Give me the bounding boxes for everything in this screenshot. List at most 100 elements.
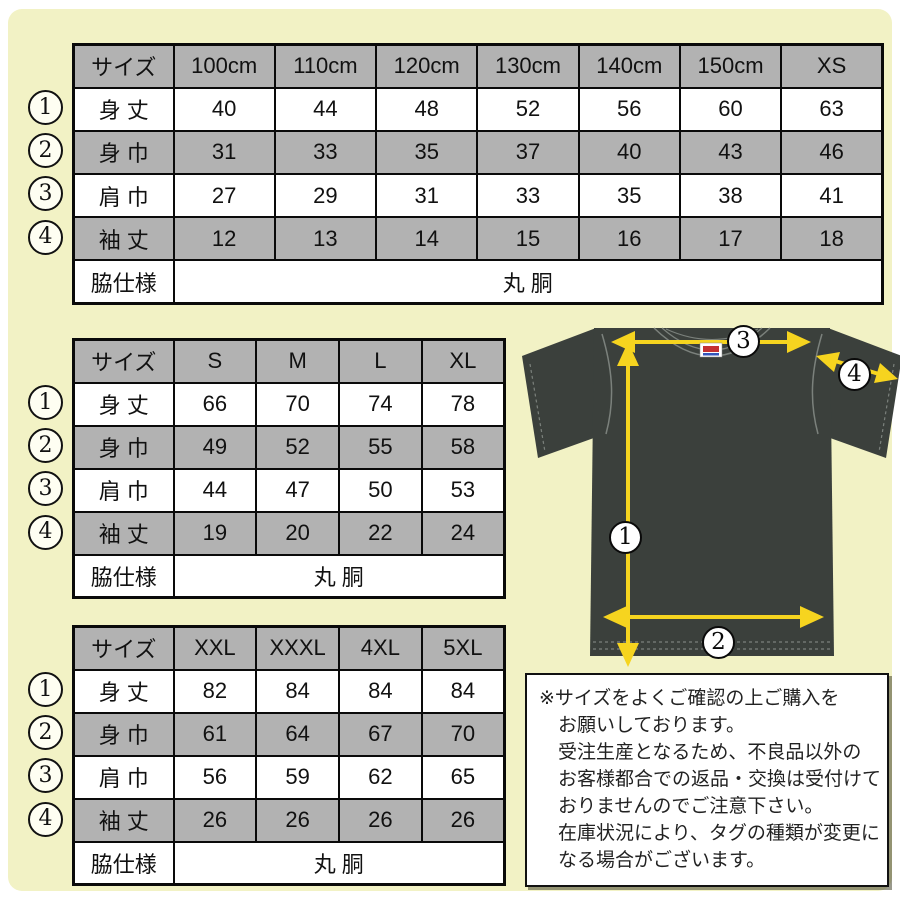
measure-value: 33 bbox=[476, 172, 580, 219]
size-column-header: XS bbox=[780, 43, 884, 89]
measure-value: 18 bbox=[780, 216, 884, 262]
measure-value: 40 bbox=[172, 86, 276, 132]
measure-label: 袖 丈 bbox=[72, 797, 175, 843]
measure-row: 肩 巾 44 47 50 53 bbox=[72, 467, 506, 513]
size-header-cell: サイズ bbox=[72, 625, 175, 671]
size-column-header: 150cm bbox=[678, 43, 783, 89]
measure-value: 19 bbox=[172, 510, 258, 556]
shirt-body bbox=[590, 328, 834, 656]
measure-value: 49 bbox=[172, 424, 258, 470]
header-row: サイズ S M L XL bbox=[72, 338, 506, 384]
measure-row: 身 丈 82 84 84 84 bbox=[72, 668, 506, 714]
size-column-header: M bbox=[255, 338, 340, 384]
measure-value: 78 bbox=[420, 381, 506, 427]
measure-value: 44 bbox=[172, 467, 258, 513]
measure-value: 38 bbox=[678, 172, 783, 219]
callout-2-body-width: 2 bbox=[702, 626, 735, 659]
measure-value: 84 bbox=[255, 668, 340, 714]
measure-label: 身 巾 bbox=[72, 424, 175, 470]
measure-value: 50 bbox=[338, 467, 423, 513]
left-sleeve-stitch bbox=[529, 363, 546, 453]
row-number-3: 3 bbox=[28, 471, 63, 507]
tshirt-illustration bbox=[522, 327, 900, 667]
size-column-header: 120cm bbox=[375, 43, 479, 89]
measure-value: 35 bbox=[375, 129, 479, 175]
measure-row: 肩 巾 27 29 31 33 35 38 41 bbox=[72, 172, 884, 219]
size-table-big: サイズ XXL XXXL 4XL 5XL 身 丈 82 84 84 84 身 巾 61 64 67 70 肩 … bbox=[72, 625, 506, 886]
measure-value: 64 bbox=[255, 711, 340, 757]
measure-value: 70 bbox=[420, 711, 506, 757]
measure-label: 身 丈 bbox=[72, 86, 175, 132]
measure-value: 84 bbox=[420, 668, 506, 714]
size-column-header: S bbox=[172, 338, 258, 384]
measure-value: 56 bbox=[577, 86, 681, 132]
row-number-1: 1 bbox=[28, 90, 63, 125]
measure-row: 身 丈 40 44 48 52 56 60 63 bbox=[72, 86, 884, 132]
side-spec-value: 丸 胴 bbox=[172, 840, 506, 886]
size-column-header: 100cm bbox=[172, 43, 276, 89]
measure-value: 47 bbox=[255, 467, 340, 513]
measure-label: 袖 丈 bbox=[72, 510, 175, 556]
measure-row: 身 巾 49 52 55 58 bbox=[72, 424, 506, 470]
notice-line: お客様都合での返品・交換は受付けて bbox=[558, 769, 882, 790]
measure-value: 61 bbox=[172, 711, 258, 757]
measure-label: 肩 巾 bbox=[72, 172, 175, 219]
notice-line: 受注生産となるため、不良品以外の bbox=[558, 742, 862, 763]
size-column-header: 130cm bbox=[476, 43, 580, 89]
footer-row: 脇仕様丸 胴 bbox=[72, 259, 884, 305]
measure-value: 84 bbox=[338, 668, 423, 714]
measure-value: 46 bbox=[780, 129, 884, 175]
row-number-4: 4 bbox=[28, 219, 63, 255]
measure-label: 身 丈 bbox=[72, 668, 175, 714]
footer-row: 脇仕様丸 胴 bbox=[72, 840, 506, 886]
callout-4-sleeve-length: 4 bbox=[838, 358, 871, 391]
measure-value: 56 bbox=[172, 754, 258, 800]
side-spec-label: 脇仕様 bbox=[72, 259, 175, 305]
measure-value: 26 bbox=[420, 797, 506, 843]
right-armhole-seam bbox=[811, 333, 823, 435]
measure-value: 31 bbox=[172, 129, 276, 175]
measure-label: 肩 巾 bbox=[72, 467, 175, 513]
measure-value: 74 bbox=[338, 381, 423, 427]
measure-value: 52 bbox=[255, 424, 340, 470]
measure-value: 17 bbox=[678, 216, 783, 262]
measure-value: 13 bbox=[273, 216, 378, 262]
notice-line: なる場合がございます。 bbox=[558, 850, 766, 871]
measure-label: 肩 巾 bbox=[72, 754, 175, 800]
purchase-notice-box: ※サイズをよくご確認の上ご購入を お願いしております。 受注生産となるため、不良品以… bbox=[525, 673, 889, 887]
measure-row: 袖 丈 12 13 14 15 16 17 18 bbox=[72, 216, 884, 262]
measure-row: 身 丈 66 70 74 78 bbox=[72, 381, 506, 427]
header-row: サイズ XXL XXXL 4XL 5XL bbox=[72, 625, 506, 671]
left-armhole-seam bbox=[601, 333, 613, 435]
measure-value: 55 bbox=[338, 424, 423, 470]
measure-value: 43 bbox=[678, 129, 783, 175]
measure-value: 40 bbox=[577, 129, 681, 175]
row-number-2: 2 bbox=[28, 428, 63, 464]
measure-label: 袖 丈 bbox=[72, 216, 175, 262]
left-sleeve bbox=[522, 328, 605, 458]
body-length-arrow bbox=[617, 342, 639, 667]
measure-value: 82 bbox=[172, 668, 258, 714]
size-table-kids: サイズ 100cm 110cm 120cm 130cm 140cm 150cm XS 身 丈 40… bbox=[72, 43, 884, 305]
row-number-4: 4 bbox=[28, 514, 63, 550]
tshirt-figure: 1 2 3 4 bbox=[516, 322, 900, 670]
measure-value: 12 bbox=[172, 216, 276, 262]
measure-row: 身 巾 61 64 67 70 bbox=[72, 711, 506, 757]
measure-value: 26 bbox=[255, 797, 340, 843]
callout-3-shoulder-width: 3 bbox=[727, 325, 760, 358]
measure-value: 41 bbox=[780, 172, 884, 219]
side-spec-value: 丸 胴 bbox=[172, 553, 506, 599]
size-column-header: 110cm bbox=[273, 43, 378, 89]
size-column-header: 5XL bbox=[420, 625, 506, 671]
size-table-adult: サイズ S M L XL 身 丈 66 70 74 78 身 巾 49 52 55 58 肩 巾 44 47 50 5… bbox=[72, 338, 506, 599]
size-header-cell: サイズ bbox=[72, 338, 175, 384]
notice-line: 在庫状況により、タグの種類が変更に bbox=[558, 823, 880, 844]
measure-value: 22 bbox=[338, 510, 423, 556]
measure-label: 身 巾 bbox=[72, 711, 175, 757]
notice-line: ※サイズをよくご確認の上ご購入を bbox=[539, 688, 840, 709]
measure-value: 27 bbox=[172, 172, 276, 219]
size-column-header: XXL bbox=[172, 625, 258, 671]
row-number-1: 1 bbox=[28, 672, 63, 707]
callout-1-body-length: 1 bbox=[609, 521, 642, 554]
